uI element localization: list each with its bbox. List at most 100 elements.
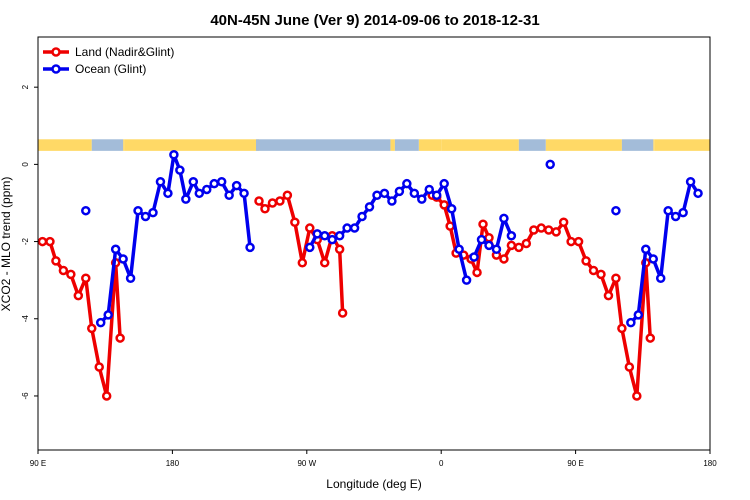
land-series-line (257, 193, 345, 314)
land-data-point (551, 227, 561, 237)
land-data-point (73, 290, 84, 301)
land-data-point (101, 391, 112, 401)
ocean-data-point (693, 188, 703, 199)
land-data-point (484, 232, 494, 243)
y-axis-label: XCO2 - MLO trend (ppm) (0, 177, 13, 312)
ocean-data-point (678, 207, 688, 218)
ocean-data-point (648, 254, 659, 264)
ocean-data-point (387, 196, 397, 206)
legend-ocean-marker (51, 64, 61, 74)
strip-ocean-3 (518, 139, 546, 151)
ocean-data-point (409, 188, 420, 199)
land-data-point (254, 196, 264, 206)
chart-title: 40N-45N June (Ver 9) 2014-09-06 to 2018-… (210, 12, 539, 29)
ocean-data-point (357, 211, 367, 222)
strip-land-8 (653, 139, 655, 151)
strip-ocean-4 (621, 139, 654, 151)
ocean-data-point (201, 184, 212, 195)
land-data-point (87, 323, 97, 334)
plot-frame (37, 36, 711, 451)
land-data-point (297, 258, 308, 268)
land-data-point (617, 323, 627, 334)
ocean-data-point (169, 149, 179, 160)
ocean-data-point (655, 273, 666, 283)
series-layer (37, 149, 703, 401)
ocean-data-point (454, 244, 464, 255)
land-data-point (267, 198, 278, 208)
ocean-data-point (181, 194, 191, 204)
ocean-data-point (476, 234, 487, 245)
land-data-point (66, 269, 76, 280)
ocean-data-point (417, 194, 427, 204)
ocean-data-point (342, 223, 352, 233)
ocean-data-point (379, 188, 390, 199)
land-data-point (115, 333, 125, 343)
ocean-series-line (99, 152, 252, 324)
strip-ocean-1 (256, 139, 391, 151)
x-tick-label: 90 E (567, 459, 583, 468)
land-data-point (596, 269, 606, 280)
land-data-point (603, 290, 614, 301)
x-tick-label: 180 (703, 459, 717, 468)
ocean-data-point (81, 205, 91, 216)
ocean-data-point (125, 273, 136, 283)
strip-ocean-0 (91, 139, 124, 151)
ocean-data-point (148, 207, 158, 218)
land-data-point (334, 244, 345, 255)
ocean-data-point (372, 190, 382, 201)
strip-land-0 (38, 139, 92, 151)
x-tick-label: 0 (439, 459, 444, 468)
ocean-data-point (175, 165, 185, 175)
legend-land-label: Land (Nadir&Glint) (75, 45, 174, 59)
surface-type-strip (38, 139, 710, 151)
land-data-point (81, 273, 91, 283)
ocean-data-point (663, 205, 673, 216)
ocean-data-point (394, 186, 405, 197)
y-tick-label: -2 (21, 237, 30, 245)
land-data-point (521, 238, 532, 249)
x-tick-label: 90 W (297, 459, 316, 468)
land-data-point (588, 265, 599, 276)
ocean-data-point (431, 190, 442, 201)
land-data-point (37, 236, 48, 247)
land-data-point (305, 223, 315, 233)
y-tick-label: 2 (21, 84, 30, 89)
ocean-data-point (499, 213, 509, 224)
strip-land-4 (390, 139, 395, 151)
land-data-point (536, 223, 547, 233)
land-data-point (543, 225, 554, 235)
ocean-data-point (327, 234, 337, 245)
ocean-data-point (110, 244, 121, 255)
x-axis-label: Longitude (deg E) (326, 477, 421, 491)
strip-land-1 (123, 139, 125, 151)
ocean-data-point (188, 176, 199, 187)
land-data-point (506, 240, 517, 251)
ocean-data-point (209, 178, 219, 189)
x-tick-label: 180 (166, 459, 180, 468)
ocean-data-point (231, 180, 242, 191)
ocean-data-point (506, 231, 517, 241)
ocean-data-point (633, 310, 644, 320)
ocean-data-point (216, 176, 227, 187)
land-data-point (478, 219, 488, 229)
ocean-data-point (424, 184, 435, 195)
ocean-data-point (95, 317, 106, 328)
ocean-data-point (140, 211, 151, 222)
land-data-point (45, 236, 55, 247)
ocean-data-point (439, 178, 449, 189)
ocean-data-point (349, 223, 360, 233)
land-data-point (472, 267, 482, 278)
land-data-point (319, 258, 330, 268)
ocean-data-point (364, 202, 375, 212)
land-data-point (611, 273, 621, 283)
land-data-point (51, 256, 61, 266)
ocean-data-point (469, 252, 479, 262)
land-data-point (94, 362, 104, 372)
land-data-point (645, 333, 656, 343)
ocean-data-point (461, 275, 472, 285)
strip-ocean-2 (394, 139, 419, 151)
land-data-point (445, 221, 455, 231)
ocean-series-line (629, 179, 700, 324)
ocean-data-point (305, 242, 315, 253)
